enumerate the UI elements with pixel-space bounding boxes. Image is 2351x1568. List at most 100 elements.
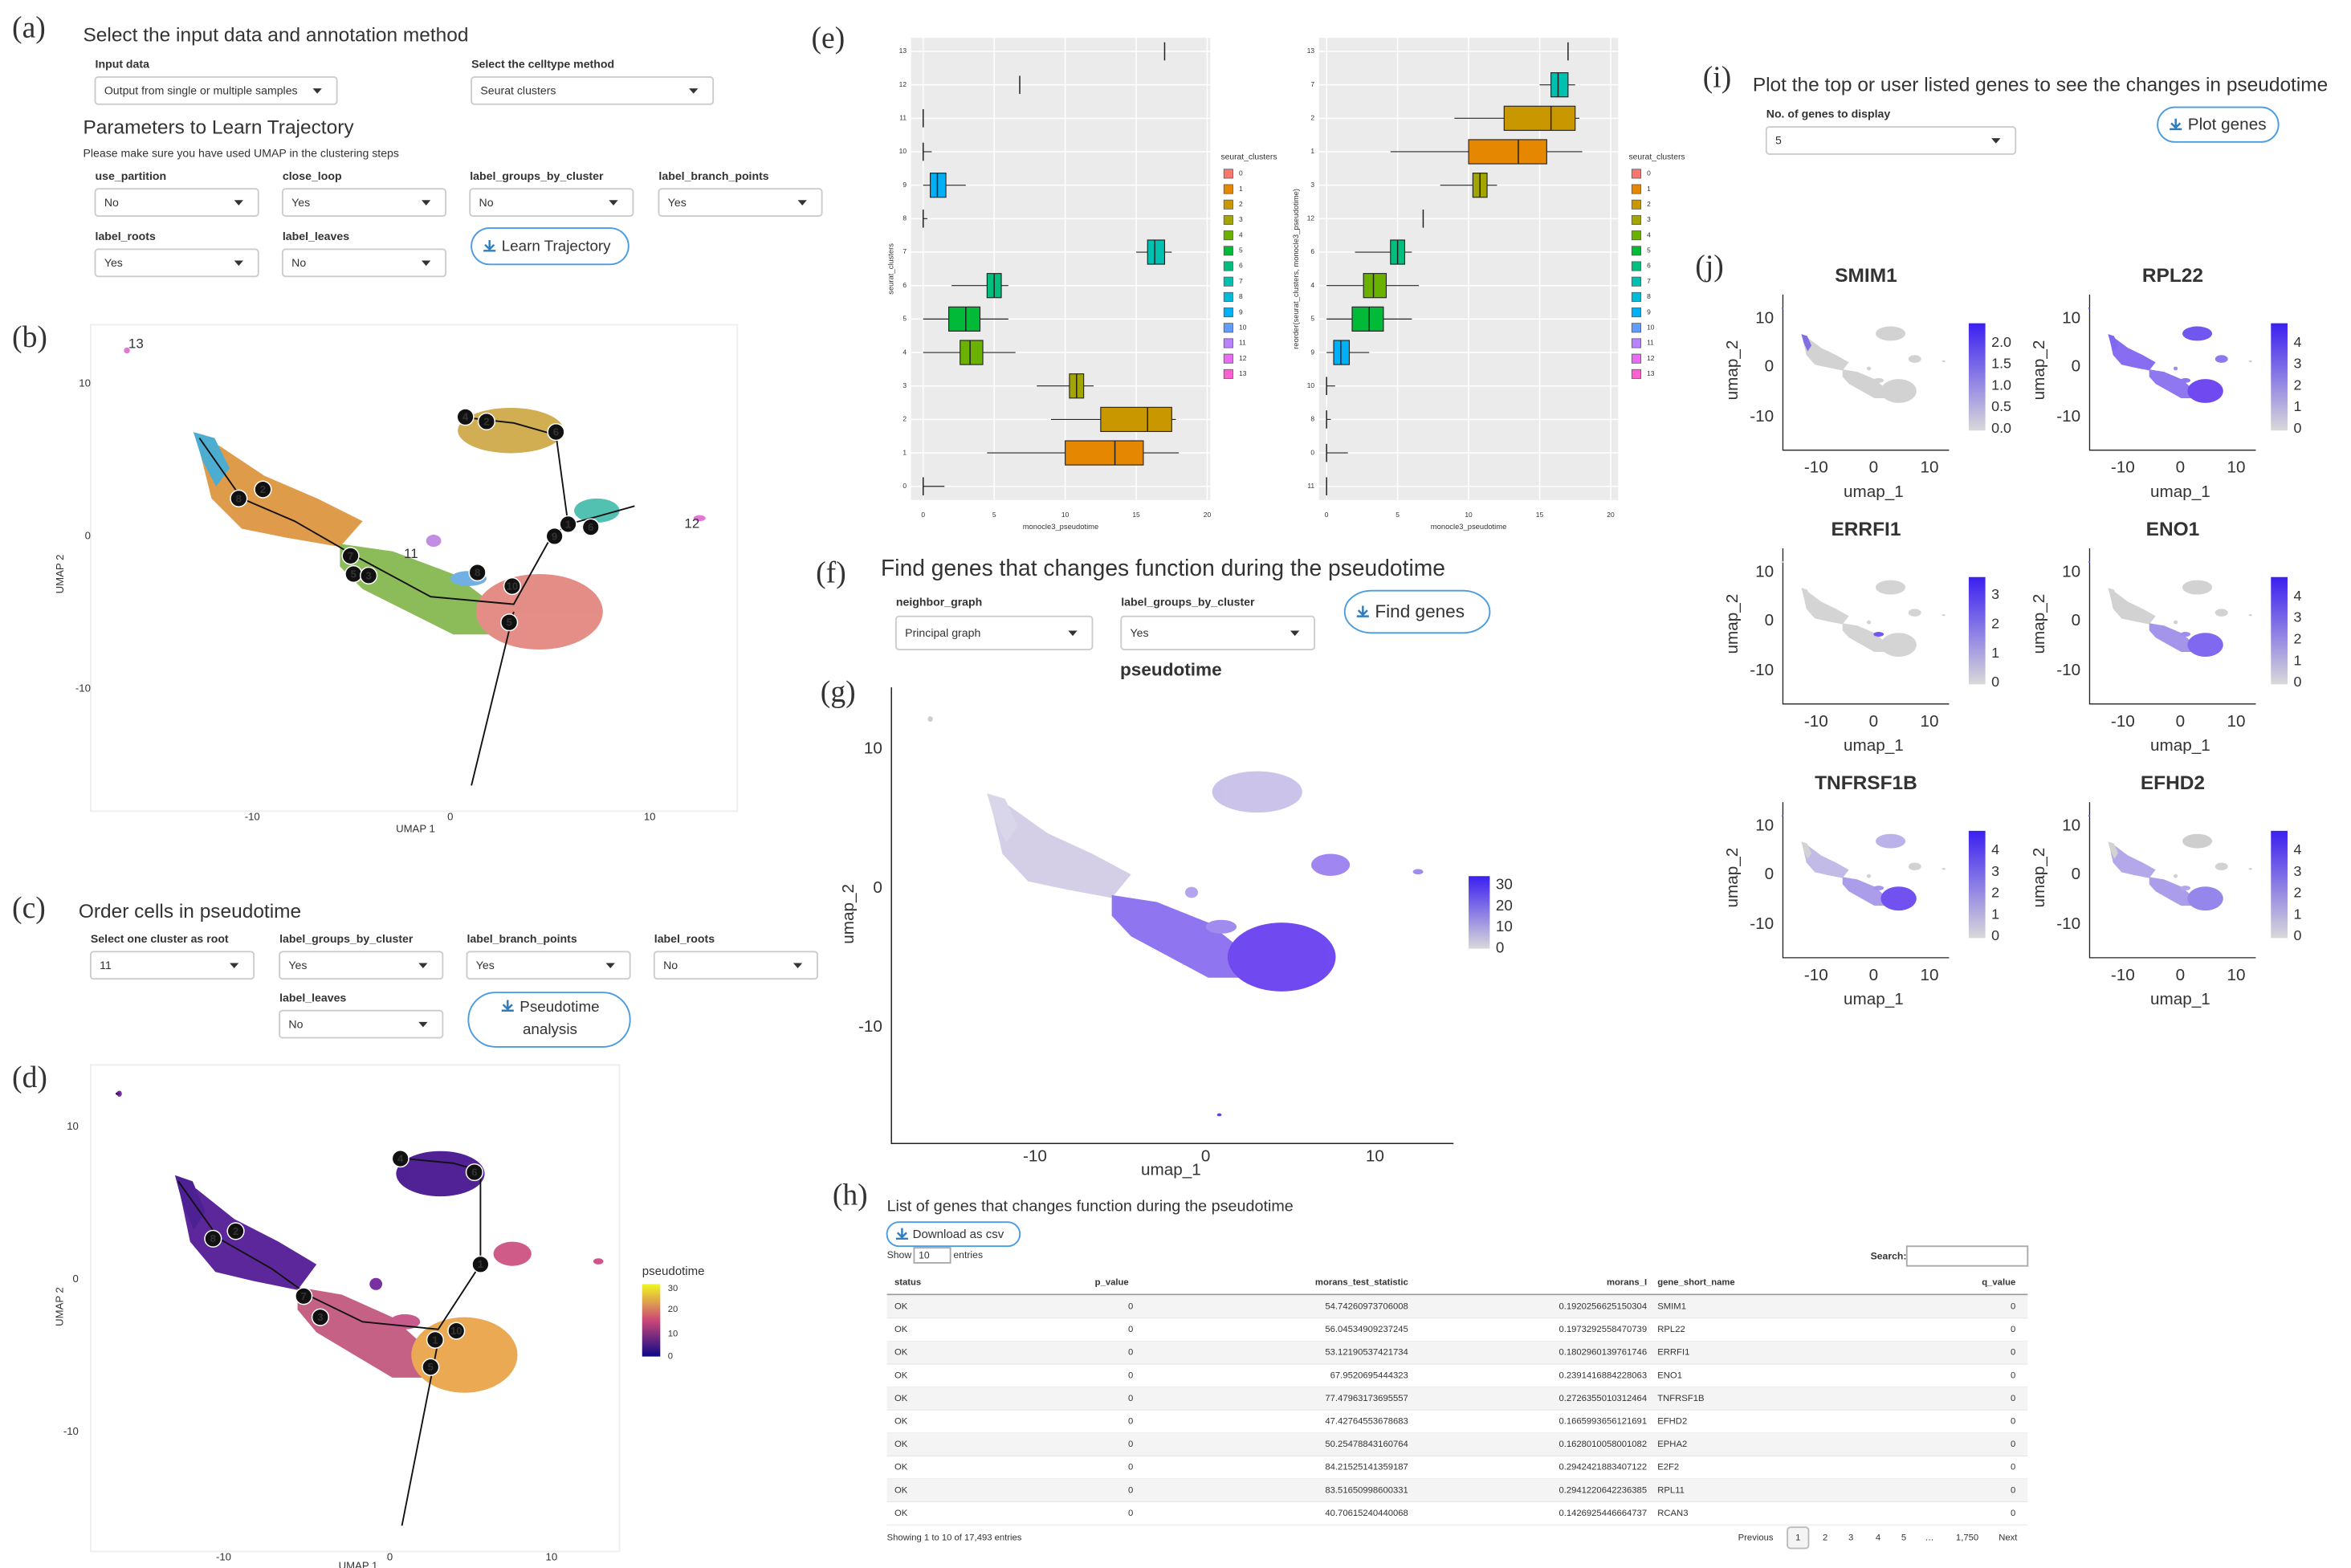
x-tick-label: 10 xyxy=(1465,511,1473,519)
umap-cells xyxy=(1782,560,1946,658)
cell-cloud xyxy=(396,1151,485,1197)
select-box[interactable] xyxy=(279,1009,444,1039)
legend-label: 2 xyxy=(1647,200,1651,208)
cell-cloud xyxy=(1942,613,1946,617)
trajectory xyxy=(177,1158,482,1330)
gene-title: ERRFI1 xyxy=(1831,519,1901,540)
x-tick-label: 0 xyxy=(921,511,925,519)
node-label: 1 xyxy=(478,1258,483,1270)
field-label: label_groups_by_cluster xyxy=(279,932,414,945)
y-axis-label: UMAP 2 xyxy=(54,1287,66,1326)
select-box[interactable] xyxy=(894,615,1094,650)
select-box[interactable] xyxy=(1765,126,2017,155)
legend-label: 3 xyxy=(1647,215,1651,223)
legend-tick-label: 30 xyxy=(1496,876,1513,893)
cell-cloud xyxy=(340,544,499,635)
legend-key xyxy=(1631,323,1641,333)
cell-cloud xyxy=(2088,307,2091,310)
select-box[interactable] xyxy=(94,188,259,217)
cell-cloud xyxy=(1866,620,1872,625)
legend-tick-label: 1.5 xyxy=(1991,356,2011,372)
select-box[interactable] xyxy=(471,76,715,105)
cell-cloud xyxy=(1227,922,1336,992)
trajectory-node xyxy=(360,566,378,584)
y-tick-label: 9 xyxy=(1310,348,1314,356)
table-cell: EPHA2 xyxy=(1657,1440,1687,1449)
trajectory-node xyxy=(204,1229,222,1248)
x-tick-label: 10 xyxy=(2227,458,2245,477)
cell-cloud xyxy=(2215,355,2228,363)
select-box[interactable] xyxy=(466,951,631,980)
select-box[interactable] xyxy=(653,951,818,980)
table-cell: 0 xyxy=(2011,1370,2015,1380)
select-box[interactable] xyxy=(89,951,255,980)
length-select[interactable] xyxy=(913,1247,951,1264)
caret xyxy=(230,963,239,969)
select-value: Yes xyxy=(291,196,310,209)
button[interactable] xyxy=(471,227,630,266)
page-link: 1 xyxy=(1795,1533,1800,1542)
table-cell: 84.21525141359187 xyxy=(1325,1463,1408,1472)
table-cell: 0.2942421883407122 xyxy=(1559,1463,1647,1472)
select-box[interactable] xyxy=(1120,615,1316,650)
x-tick-label: 0 xyxy=(2176,966,2186,984)
y-tick-label: 10 xyxy=(1307,381,1315,389)
cell-cloud xyxy=(116,1090,122,1097)
legend-label: 13 xyxy=(1239,369,1247,377)
caret xyxy=(605,963,615,969)
cell-cloud xyxy=(989,798,1131,898)
caret xyxy=(422,200,431,206)
search-input[interactable] xyxy=(1905,1245,2029,1267)
legend-key xyxy=(1631,261,1641,271)
select-box[interactable] xyxy=(281,188,447,217)
select-box[interactable] xyxy=(281,248,447,278)
table-cell: 0 xyxy=(2011,1463,2015,1472)
legend-tick-label: 0 xyxy=(1991,927,1999,943)
colorbar xyxy=(2271,830,2288,939)
cell-cloud xyxy=(2108,588,2119,605)
button[interactable] xyxy=(886,1221,1021,1248)
legend-tick-label: 3 xyxy=(1991,586,1999,602)
select-box[interactable] xyxy=(94,248,259,278)
button[interactable] xyxy=(2157,106,2280,143)
node-label: 4 xyxy=(397,1153,404,1165)
button[interactable] xyxy=(467,992,631,1048)
table-cell: 0 xyxy=(1128,1509,1133,1518)
y-tick-label: 10 xyxy=(1755,308,1774,327)
legend-label: 2 xyxy=(1239,200,1243,208)
select-box[interactable] xyxy=(658,188,823,217)
legend-label: 5 xyxy=(1239,246,1243,255)
table-cell: 56.04534909237245 xyxy=(1325,1325,1408,1334)
box xyxy=(1147,239,1166,265)
legend-tick-label: 2 xyxy=(2293,377,2301,393)
select-box[interactable] xyxy=(469,188,634,217)
select-value: No xyxy=(291,256,306,269)
x-tick-label: -10 xyxy=(2111,966,2135,984)
legend-key xyxy=(1631,338,1641,348)
node-label: 2 xyxy=(260,483,266,495)
table-cell: 0 xyxy=(1128,1485,1133,1495)
node-label: 7 xyxy=(348,550,353,562)
legend-tick-label: 1 xyxy=(2293,906,2301,922)
table-cell: RPL11 xyxy=(1657,1485,1685,1495)
x-axis-label: umap_1 xyxy=(2150,736,2210,755)
cell-cloud xyxy=(1942,360,1946,363)
select-box[interactable] xyxy=(279,951,444,980)
box xyxy=(1503,105,1576,131)
table-cell: EFHD2 xyxy=(1657,1416,1687,1426)
button[interactable] xyxy=(1343,589,1491,634)
cell-cloud xyxy=(1842,623,1888,653)
x-tick-label: -10 xyxy=(1804,966,1828,984)
legend-tick-label: 4 xyxy=(2293,841,2301,857)
cluster-label: 12 xyxy=(684,515,699,531)
legend-key xyxy=(1223,353,1233,364)
cell-cloud xyxy=(2088,814,2091,817)
legend-key xyxy=(1223,261,1233,271)
trajectory-node xyxy=(230,489,248,507)
legend-tick-label: 0 xyxy=(2293,674,2301,690)
caret xyxy=(234,260,243,267)
y-tick-label: 0 xyxy=(2072,865,2081,883)
page-link: 2 xyxy=(1823,1533,1827,1542)
select-box[interactable] xyxy=(94,76,338,105)
field-label: Select one cluster as root xyxy=(91,932,229,945)
